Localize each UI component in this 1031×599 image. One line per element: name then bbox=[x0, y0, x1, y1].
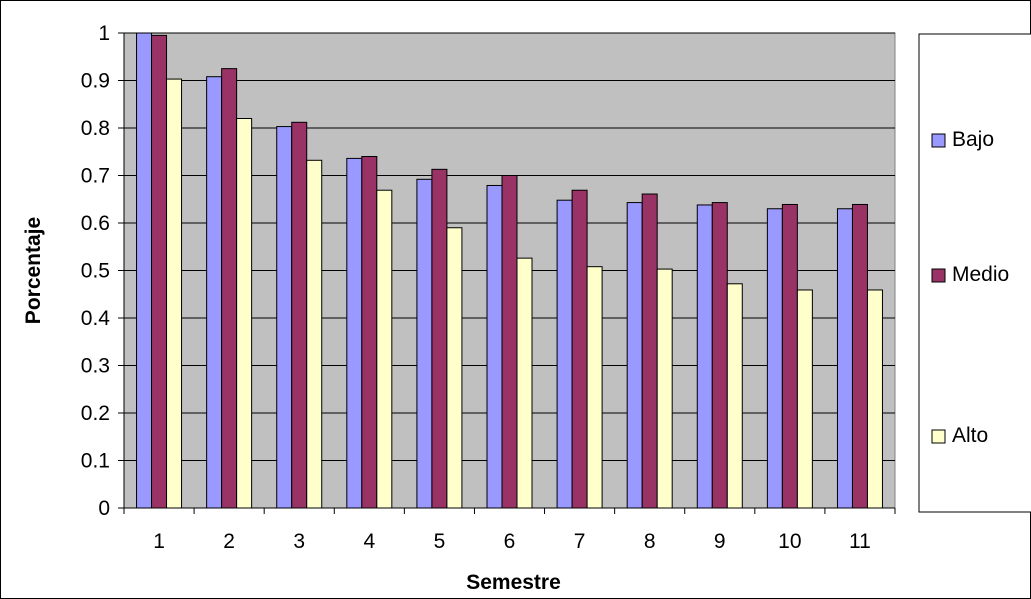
bar-alto-6 bbox=[516, 257, 533, 509]
legend: Bajo Medio Alto bbox=[918, 33, 1031, 513]
x-tick-label: 9 bbox=[714, 530, 726, 553]
bar-alto-8 bbox=[656, 268, 673, 509]
y-tick-label: 0.1 bbox=[81, 450, 110, 473]
bar-alto-11 bbox=[866, 289, 883, 509]
bar-bajo-9 bbox=[696, 204, 713, 509]
bar-medio-3 bbox=[291, 121, 308, 509]
bar-alto-10 bbox=[796, 289, 813, 509]
legend-label-medio: Medio bbox=[952, 263, 1009, 286]
x-tick-label: 5 bbox=[434, 530, 446, 553]
bar-bajo-5 bbox=[416, 178, 433, 509]
bar-medio-5 bbox=[431, 168, 448, 509]
x-tick-labels: 1 2 3 4 5 6 7 8 9 10 11 bbox=[153, 530, 871, 553]
bar-alto-1 bbox=[166, 78, 183, 509]
bar-bajo-4 bbox=[346, 157, 363, 509]
bar-alto-7 bbox=[586, 266, 603, 509]
x-tick-label: 7 bbox=[574, 530, 586, 553]
bar-alto-2 bbox=[236, 118, 253, 509]
bar-bajo-8 bbox=[626, 202, 643, 509]
y-tick-label: 1 bbox=[98, 22, 110, 45]
x-tick-label: 3 bbox=[293, 530, 305, 553]
legend-label-alto: Alto bbox=[952, 424, 988, 447]
bar-bajo-6 bbox=[486, 184, 503, 509]
y-tick-label: 0.6 bbox=[81, 212, 110, 235]
bar-alto-9 bbox=[726, 283, 743, 509]
y-tick-label: 0.7 bbox=[81, 165, 110, 188]
bar-bajo-3 bbox=[276, 126, 293, 509]
bar-medio-2 bbox=[221, 68, 238, 509]
x-tick-label: 10 bbox=[778, 530, 801, 553]
y-axis-title: Porcentaje bbox=[22, 217, 45, 324]
bar-bajo-10 bbox=[766, 208, 783, 509]
bars bbox=[136, 32, 883, 509]
bar-medio-7 bbox=[571, 189, 588, 509]
legend-swatch-medio bbox=[931, 268, 946, 283]
bar-alto-5 bbox=[446, 227, 463, 509]
bar-medio-4 bbox=[361, 156, 378, 509]
bar-medio-11 bbox=[851, 203, 868, 509]
bar-alto-4 bbox=[376, 189, 393, 509]
y-tick-label: 0.3 bbox=[81, 355, 110, 378]
bar-medio-1 bbox=[151, 34, 168, 509]
x-axis-title: Semestre bbox=[466, 571, 561, 594]
bar-medio-6 bbox=[501, 175, 518, 509]
x-tick-label: 4 bbox=[363, 530, 375, 553]
y-tick-label: 0.4 bbox=[81, 307, 111, 330]
x-tick-label: 11 bbox=[849, 530, 871, 553]
legend-swatch-alto bbox=[931, 429, 946, 444]
bar-alto-3 bbox=[306, 159, 323, 509]
bar-medio-8 bbox=[641, 193, 658, 509]
x-tick-label: 8 bbox=[644, 530, 656, 553]
bar-bajo-7 bbox=[556, 199, 573, 509]
x-tick-label: 6 bbox=[504, 530, 516, 553]
y-tick-label: 0.2 bbox=[81, 402, 110, 425]
axes bbox=[118, 32, 896, 514]
bar-bajo-2 bbox=[206, 76, 223, 509]
bar-bajo-1 bbox=[136, 32, 153, 509]
bar-medio-9 bbox=[711, 202, 728, 509]
y-tick-label: 0.8 bbox=[81, 117, 110, 140]
y-tick-label: 0 bbox=[98, 497, 110, 520]
x-tick-label: 2 bbox=[223, 530, 235, 553]
legend-label-bajo: Bajo bbox=[952, 128, 994, 151]
x-tick-label: 1 bbox=[153, 530, 165, 553]
bar-medio-10 bbox=[781, 203, 798, 509]
y-tick-labels: 0 0.1 0.2 0.3 0.4 0.5 0.6 0.7 0.8 0.9 1 bbox=[81, 22, 111, 520]
legend-swatch-bajo bbox=[931, 133, 946, 148]
bar-bajo-11 bbox=[836, 208, 853, 509]
y-tick-label: 0.5 bbox=[81, 260, 110, 283]
y-tick-label: 0.9 bbox=[81, 70, 110, 93]
